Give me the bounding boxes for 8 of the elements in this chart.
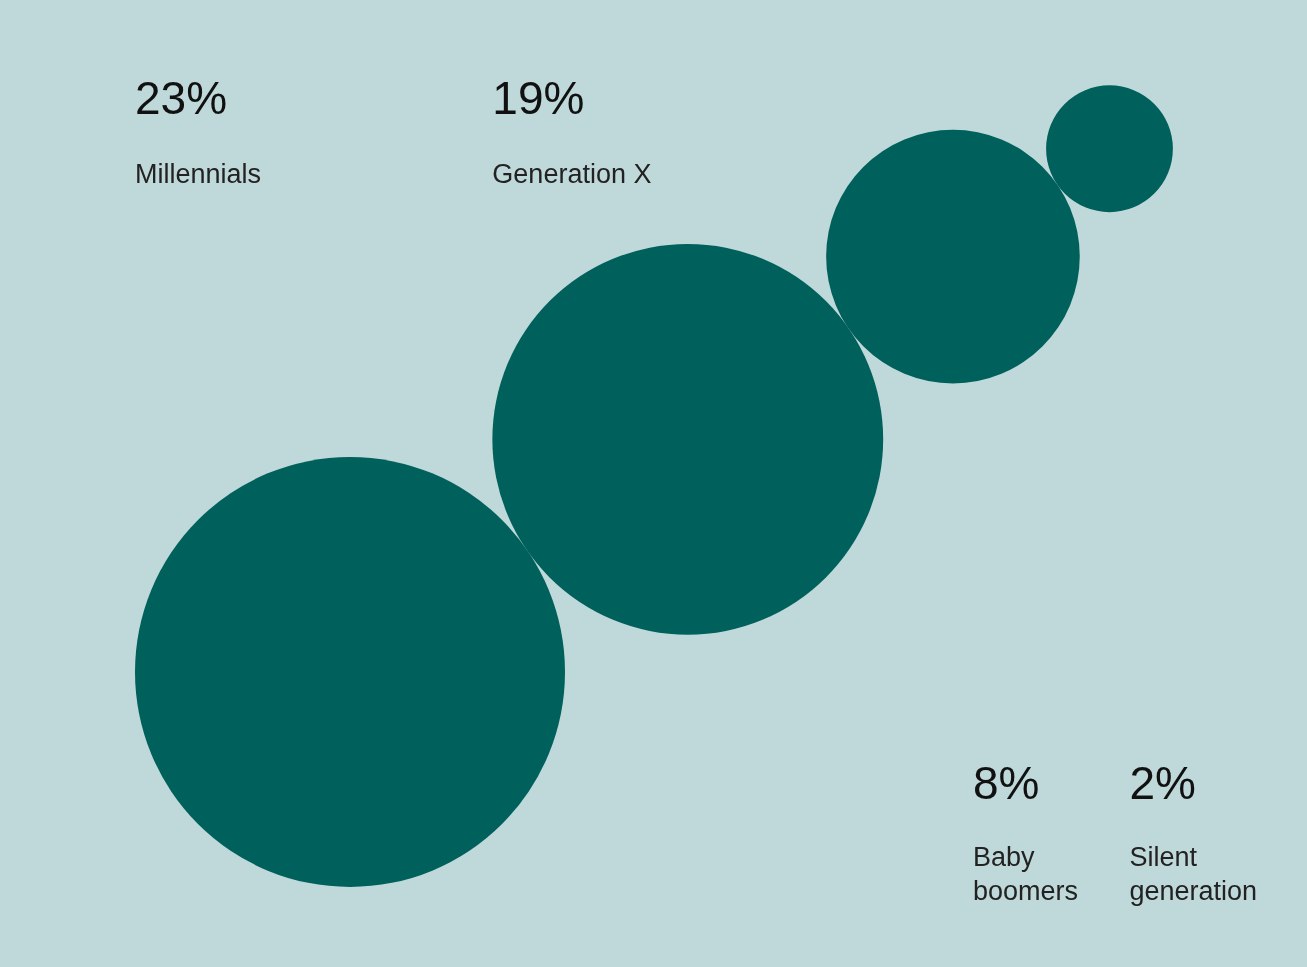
- data-label: 19%: [492, 72, 585, 124]
- data-label: 8%: [972, 757, 1040, 809]
- data-label: 2%: [1129, 757, 1196, 809]
- data-label: 23%: [135, 72, 228, 124]
- category-label: Baby boomers: [972, 842, 1078, 906]
- category-label: Millennials: [135, 159, 262, 189]
- category-label: Generation X: [492, 159, 652, 189]
- category-label: Silent generation: [1129, 842, 1258, 906]
